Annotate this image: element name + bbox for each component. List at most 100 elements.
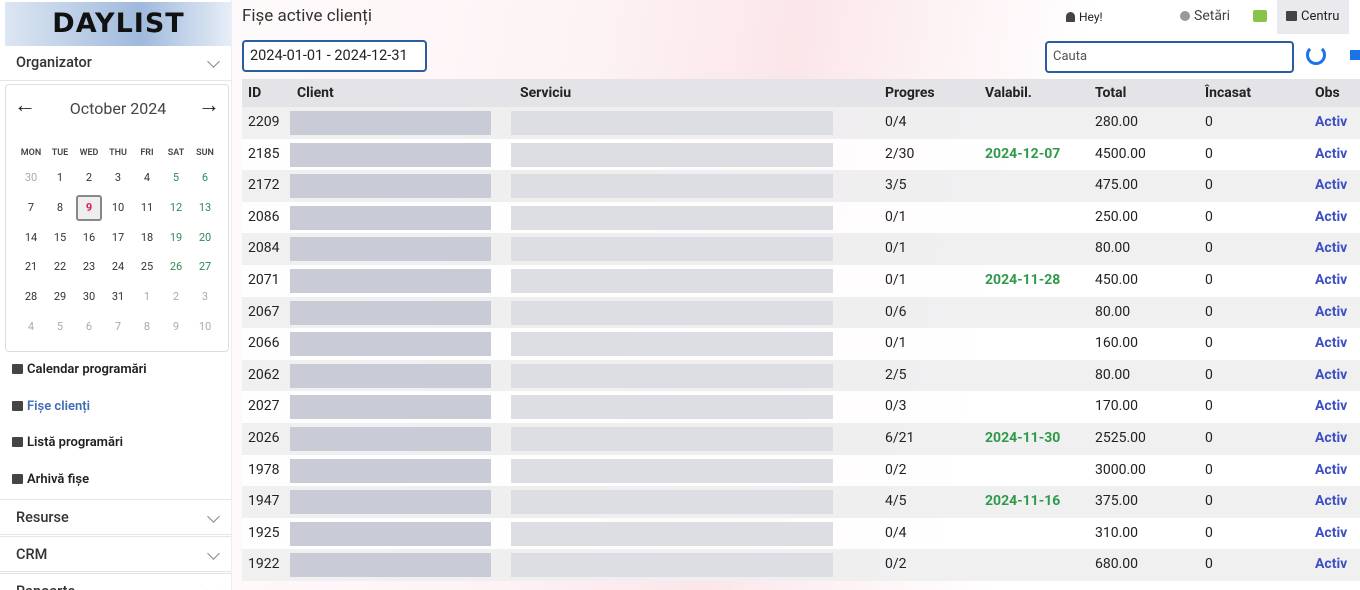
calendar-day[interactable]: 19 [169, 230, 183, 244]
calendar-day[interactable]: 31 [111, 290, 125, 304]
calendar-day[interactable]: 7 [114, 320, 122, 333]
date-range[interactable]: 2024-01-01 - 2024-12-31 [242, 40, 427, 72]
cell-progress: 0/4 [885, 114, 907, 130]
calendar-day[interactable]: 18 [140, 230, 154, 244]
menu-icon [12, 437, 23, 448]
calendar-day[interactable]: 25 [140, 260, 154, 274]
calendar-day[interactable]: 30 [82, 290, 96, 304]
calendar-day[interactable]: 14 [24, 230, 38, 244]
calendar-day[interactable]: 13 [198, 200, 212, 214]
refresh-button[interactable] [1306, 45, 1326, 65]
calendar-day[interactable]: 9 [76, 194, 102, 221]
table-row[interactable]: 1925 0/4 310.00 0 Activ [242, 517, 1360, 550]
calendar-day[interactable]: 1 [56, 171, 64, 184]
calendar-day[interactable]: 4 [143, 171, 151, 184]
menu-item[interactable]: Fișe clienți [12, 399, 90, 414]
calendar-day[interactable]: 3 [201, 290, 209, 304]
search-input[interactable]: Cauta [1045, 41, 1294, 73]
cell-id: 1922 [248, 556, 280, 573]
calendar-day[interactable]: 28 [24, 290, 38, 304]
cell-total: 375.00 [1095, 493, 1139, 510]
table-row[interactable]: 2062 2/5 80.00 0 Activ [242, 359, 1360, 392]
service-placeholder [511, 174, 833, 199]
calendar-day[interactable]: 21 [24, 260, 38, 274]
calendar-day[interactable]: 8 [143, 320, 151, 333]
table-row[interactable]: 2066 0/1 160.00 0 Activ [242, 328, 1360, 360]
table-row[interactable]: 2071 0/1 2024-11-28 450.00 0 Activ [242, 265, 1360, 297]
cell-status[interactable]: Activ [1315, 272, 1348, 288]
cell-status[interactable]: Activ [1315, 524, 1348, 541]
logo[interactable]: DAYLIST [5, 2, 231, 46]
prev-month[interactable]: ← [14, 93, 36, 118]
sidebar-section[interactable]: Resurse [0, 499, 231, 535]
user-menu[interactable]: Hey! [1066, 10, 1103, 24]
cell-status[interactable]: Activ [1315, 556, 1348, 573]
table-row[interactable]: 1947 4/5 2024-11-16 375.00 0 Activ [242, 486, 1360, 518]
cell-status[interactable]: Activ [1315, 177, 1348, 194]
calendar-day[interactable]: 20 [198, 230, 212, 244]
like-icon[interactable] [1253, 10, 1267, 22]
menu-item[interactable]: Arhivă fișe [12, 472, 89, 487]
cell-status[interactable]: Activ [1315, 335, 1348, 352]
calendar-day[interactable]: 6 [85, 320, 93, 333]
cell-status[interactable]: Activ [1315, 240, 1348, 257]
calendar-day[interactable]: 29 [53, 290, 67, 304]
calendar-day[interactable]: 17 [111, 230, 125, 244]
calendar-day[interactable]: 23 [82, 260, 96, 274]
settings-button[interactable]: Setări [1180, 8, 1230, 24]
cell-valid: 2024-12-07 [985, 145, 1061, 162]
calendar-day[interactable]: 1 [143, 290, 151, 304]
table-row[interactable]: 1922 0/2 680.00 0 Activ [242, 549, 1360, 581]
next-month[interactable]: → [198, 93, 220, 118]
calendar-day[interactable]: 10 [198, 320, 212, 333]
sidebar-section[interactable]: CRM [0, 536, 231, 572]
calendar-day[interactable]: 8 [56, 200, 64, 214]
table-row[interactable]: 2084 0/1 80.00 0 Activ [242, 233, 1360, 265]
calendar-day[interactable]: 5 [56, 320, 64, 333]
calendar-day[interactable]: 7 [27, 200, 35, 214]
calendar-day[interactable]: 11 [140, 200, 154, 214]
cell-status[interactable]: Activ [1315, 208, 1348, 225]
table-row[interactable]: 2026 6/21 2024-11-30 2525.00 0 Activ [242, 423, 1360, 455]
cell-status[interactable]: Activ [1315, 493, 1348, 510]
calendar-day[interactable]: 2 [172, 290, 180, 304]
calendar-day[interactable]: 26 [169, 260, 183, 274]
calendar-day[interactable]: 9 [172, 320, 180, 333]
cell-status[interactable]: Activ [1315, 366, 1348, 383]
column-header: Client [297, 85, 334, 101]
calendar-day[interactable]: 30 [24, 171, 38, 184]
menu-item[interactable]: Calendar programări [12, 362, 147, 377]
sidebar-section[interactable]: Rapoarte [0, 573, 231, 590]
calendar-day[interactable]: 24 [111, 260, 125, 274]
table-row[interactable]: 2172 3/5 475.00 0 Activ [242, 170, 1360, 202]
cell-status[interactable]: Activ [1315, 114, 1348, 130]
calendar-day[interactable]: 4 [27, 320, 35, 333]
cell-status[interactable]: Activ [1315, 145, 1348, 162]
organizer-section[interactable]: Organizator [0, 45, 231, 81]
center-button[interactable]: Centru [1277, 0, 1349, 34]
calendar-day[interactable]: 22 [53, 260, 67, 274]
calendar-day[interactable]: 15 [53, 230, 67, 244]
table-row[interactable]: 1978 0/2 3000.00 0 Activ [242, 454, 1360, 487]
cell-status[interactable]: Activ [1315, 398, 1348, 415]
cell-status[interactable]: Activ [1315, 303, 1348, 320]
table-row[interactable]: 2209 0/4 280.00 0 Activ [242, 107, 1360, 139]
calendar-day[interactable]: 5 [172, 171, 180, 184]
table-row[interactable]: 2185 2/30 2024-12-07 4500.00 0 Activ [242, 138, 1360, 171]
calendar-day[interactable]: 10 [111, 200, 125, 214]
cell-progress: 4/5 [885, 493, 907, 510]
table-row[interactable]: 2086 0/1 250.00 0 Activ [242, 201, 1360, 234]
calendar-day[interactable]: 2 [85, 171, 93, 184]
cell-progress: 0/2 [885, 556, 907, 573]
cell-status[interactable]: Activ [1315, 461, 1348, 478]
calendar-day[interactable]: 3 [114, 171, 122, 184]
export-button[interactable] [1350, 50, 1360, 60]
menu-item[interactable]: Listă programări [12, 435, 123, 450]
calendar-day[interactable]: 6 [201, 171, 209, 184]
calendar-day[interactable]: 12 [169, 200, 183, 214]
calendar-day[interactable]: 16 [82, 230, 96, 244]
table-row[interactable]: 2067 0/6 80.00 0 Activ [242, 296, 1360, 329]
calendar-day[interactable]: 27 [198, 260, 212, 274]
table-row[interactable]: 2027 0/3 170.00 0 Activ [242, 391, 1360, 423]
cell-status[interactable]: Activ [1315, 430, 1348, 446]
